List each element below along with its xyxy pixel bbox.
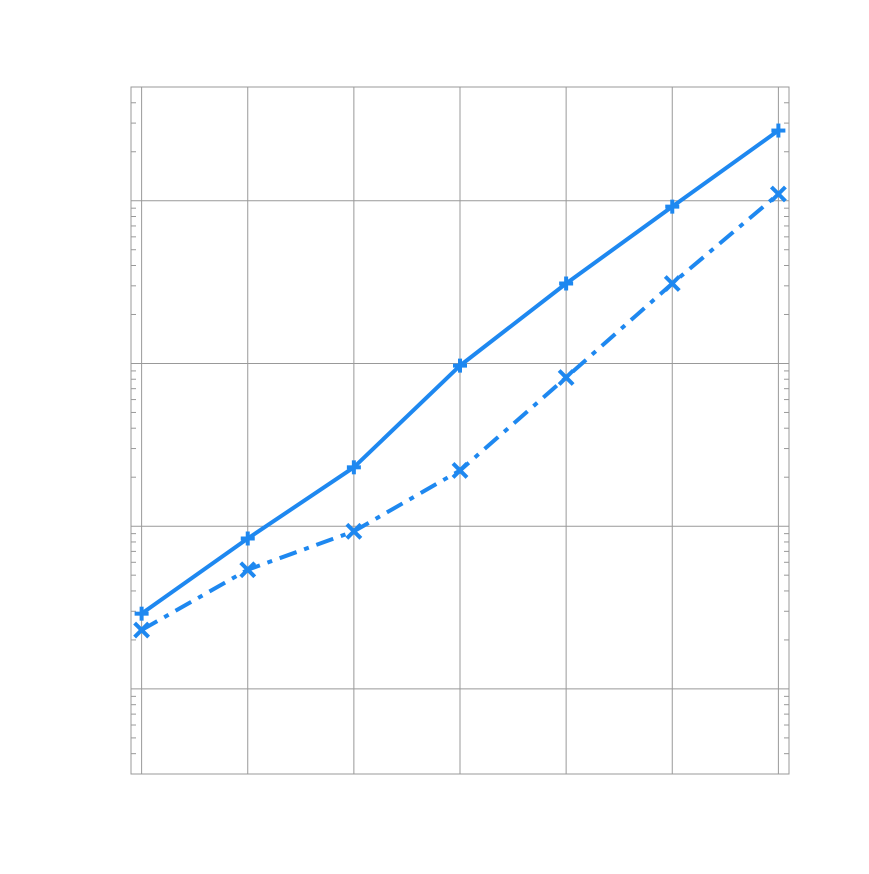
minor-ticks-layer (131, 102, 789, 755)
x-marker-stroke (769, 185, 787, 203)
plot-frame (130, 86, 790, 775)
plus-marker (771, 123, 786, 138)
plus-marker (665, 199, 680, 214)
x-marker-stroke (663, 275, 681, 292)
x-marker-stroke (133, 621, 151, 639)
plus-marker (453, 358, 467, 373)
x-marker (133, 621, 151, 639)
x-marker (345, 522, 363, 540)
x-marker-stroke (345, 522, 363, 540)
plus-marker (240, 531, 255, 546)
x-marker (557, 369, 575, 386)
plus-marker (134, 606, 149, 621)
plus-marker (559, 276, 574, 291)
x-marker-stroke (451, 462, 469, 479)
series-layer (133, 123, 787, 639)
x-marker (663, 275, 681, 292)
plus-marker (346, 460, 361, 475)
x-marker (239, 561, 257, 579)
x-marker (769, 185, 787, 203)
grid-layer (131, 87, 789, 774)
x-marker (451, 462, 469, 479)
x-marker-stroke (239, 561, 257, 579)
x-marker-stroke (557, 369, 575, 386)
